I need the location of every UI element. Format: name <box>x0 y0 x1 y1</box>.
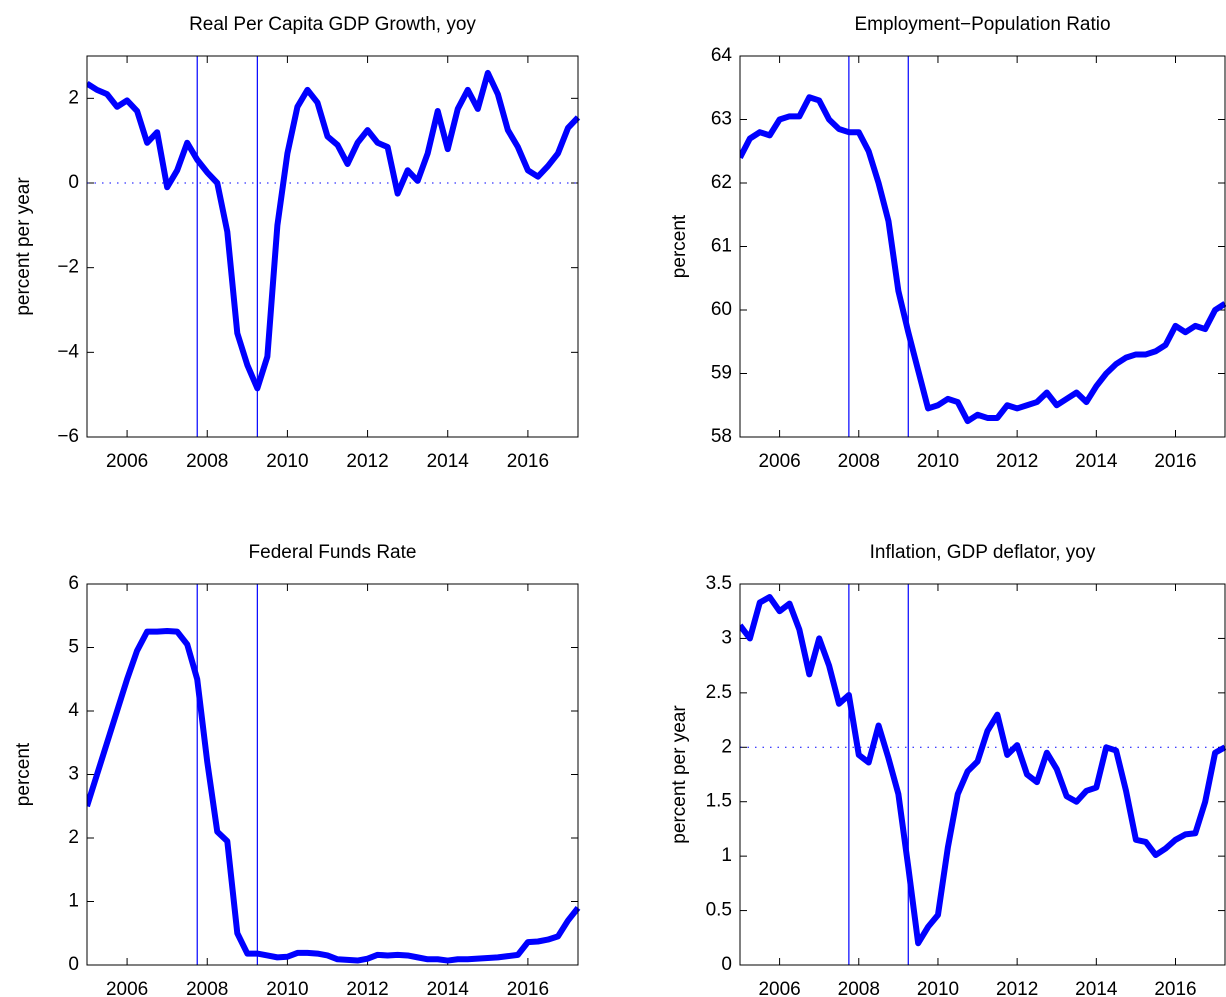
x-tick-label: 2014 <box>1075 979 1118 997</box>
y-tick-label: 0.5 <box>706 900 732 921</box>
x-tick-label: 2010 <box>917 451 959 472</box>
y-axis-label: percent per year <box>669 705 690 844</box>
x-tick-label: 2010 <box>917 979 959 997</box>
y-tick-label: 1.5 <box>706 791 732 812</box>
y-tick-label: 61 <box>711 236 732 257</box>
y-tick-label: 62 <box>711 172 732 193</box>
y-tick-label: 2 <box>721 736 732 757</box>
chart-title: Real Per Capita GDP Growth, yoy <box>189 14 476 35</box>
axes-box <box>739 55 1226 438</box>
x-tick-label: 2006 <box>106 979 148 997</box>
y-tick-label: 2 <box>68 87 79 108</box>
plot-area <box>87 627 581 964</box>
y-tick-label: 6 <box>68 573 79 594</box>
y-tick-label: 3 <box>68 764 79 785</box>
x-tick-label: 2010 <box>266 979 308 997</box>
y-axis-label: percent <box>669 214 690 278</box>
subplot: −6 −4 −2 0 2 2006 2008 2010 2012 2014 2016 Real Per… <box>13 14 581 472</box>
y-tick-label: 1 <box>68 891 79 912</box>
y-tick-label: −6 <box>57 426 79 447</box>
y-tick-label: 0 <box>721 954 732 975</box>
x-tick-label: 2012 <box>996 451 1038 472</box>
chart-title: Inflation, GDP deflator, yoy <box>870 542 1096 563</box>
y-tick-label: 3 <box>721 627 732 648</box>
y-tick-label: 4 <box>68 700 79 721</box>
x-tick-label: 2014 <box>427 979 470 997</box>
data-line <box>740 94 1226 425</box>
data-line <box>87 627 581 964</box>
data-line <box>740 594 1226 947</box>
x-tick-label: 2008 <box>186 451 228 472</box>
x-tick-label: 2012 <box>346 451 388 472</box>
x-tick-label: 2006 <box>758 451 800 472</box>
x-tick-label: 2014 <box>1075 451 1118 472</box>
x-tick-label: 2016 <box>507 451 549 472</box>
x-tick-label: 2016 <box>1154 451 1196 472</box>
x-tick-label: 2010 <box>266 451 308 472</box>
data-line <box>87 69 581 392</box>
chart-title: Federal Funds Rate <box>249 542 417 563</box>
y-axis-label: percent <box>13 742 34 806</box>
y-tick-label: −2 <box>57 257 79 278</box>
y-tick-label: −4 <box>57 341 79 362</box>
y-tick-label: 2 <box>68 827 79 848</box>
chart-title: Employment−Population Ratio <box>854 14 1110 35</box>
y-tick-label: 0 <box>68 172 79 193</box>
x-tick-label: 2016 <box>1154 979 1196 997</box>
y-axis-label: percent per year <box>13 177 34 316</box>
plot-area <box>740 94 1226 425</box>
y-tick-label: 58 <box>711 426 732 447</box>
y-tick-label: 2.5 <box>706 682 732 703</box>
subplot: 0 1 2 3 4 5 6 2006 2008 2010 2012 2014 2016 Federal F… <box>13 542 581 997</box>
y-tick-label: 63 <box>711 109 732 130</box>
y-tick-label: 5 <box>68 637 79 658</box>
y-tick-label: 60 <box>711 299 732 320</box>
axes-box <box>86 55 579 438</box>
subplot: 0 0.5 1 1.5 2 2.5 3 3.5 2006 2008 2010 2012 2014 2016… <box>669 542 1226 997</box>
plot-area <box>740 594 1226 947</box>
x-tick-label: 2016 <box>507 979 549 997</box>
subplot: 58 59 60 61 62 63 64 2006 2008 2010 2012 2014 2016 Em… <box>669 14 1226 472</box>
x-tick-label: 2014 <box>427 451 470 472</box>
x-tick-label: 2008 <box>838 979 880 997</box>
y-tick-label: 0 <box>68 954 79 975</box>
x-tick-label: 2006 <box>106 451 148 472</box>
plot-area <box>87 69 581 392</box>
y-tick-label: 59 <box>711 363 732 384</box>
x-tick-label: 2008 <box>838 451 880 472</box>
x-tick-label: 2012 <box>996 979 1038 997</box>
y-tick-label: 3.5 <box>706 573 732 594</box>
axes-box <box>86 583 579 966</box>
y-tick-label: 64 <box>711 45 733 66</box>
x-tick-label: 2008 <box>186 979 228 997</box>
x-tick-label: 2012 <box>346 979 388 997</box>
axes-box <box>739 583 1226 966</box>
x-tick-label: 2006 <box>758 979 800 997</box>
y-tick-label: 1 <box>721 845 732 866</box>
